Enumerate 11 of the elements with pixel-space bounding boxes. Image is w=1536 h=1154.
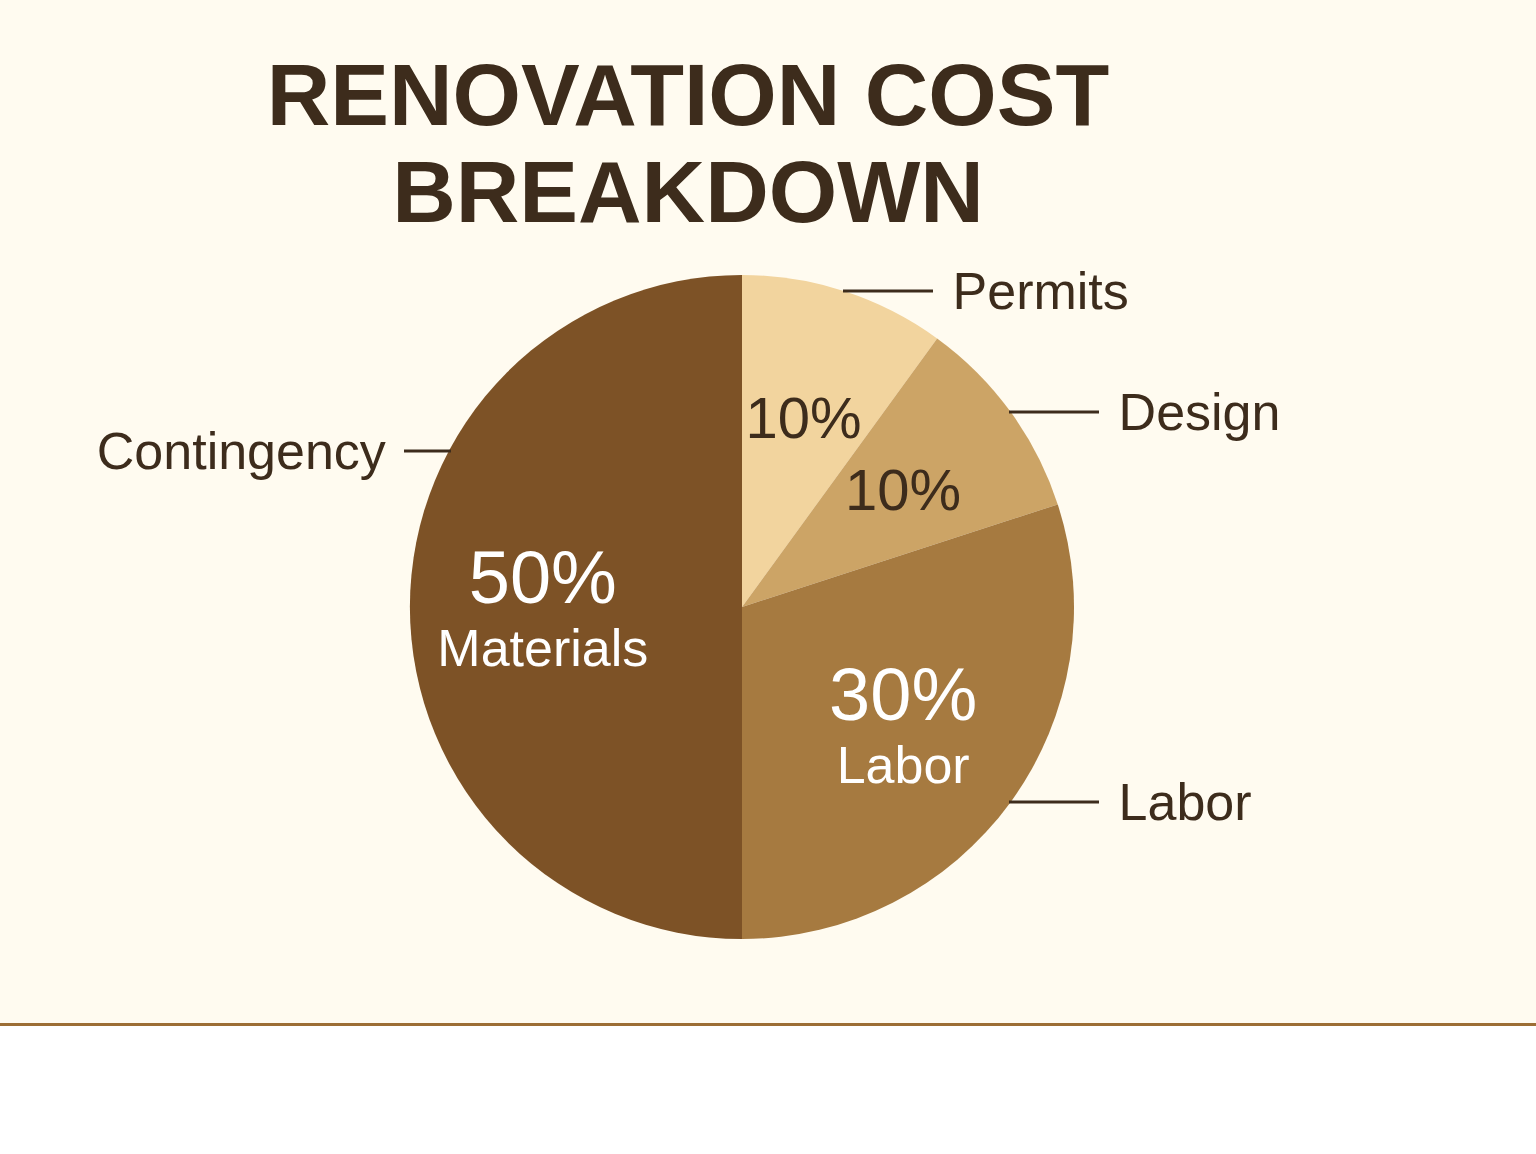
data-label: 30% xyxy=(829,652,978,736)
data-label: 10% xyxy=(745,385,862,451)
slice-label: Materials xyxy=(437,619,649,677)
slice-label: Labor xyxy=(836,736,970,795)
data-label: 10% xyxy=(845,457,962,523)
text: Contingency xyxy=(96,421,386,482)
data-label: 50% xyxy=(468,535,617,619)
slice-label: Design xyxy=(1118,381,1281,442)
slice-label: Labor xyxy=(1118,772,1252,833)
chart-title: RENOVATION COST BREAKDOWN xyxy=(265,45,1111,241)
slice-label: Permits xyxy=(952,261,1129,322)
